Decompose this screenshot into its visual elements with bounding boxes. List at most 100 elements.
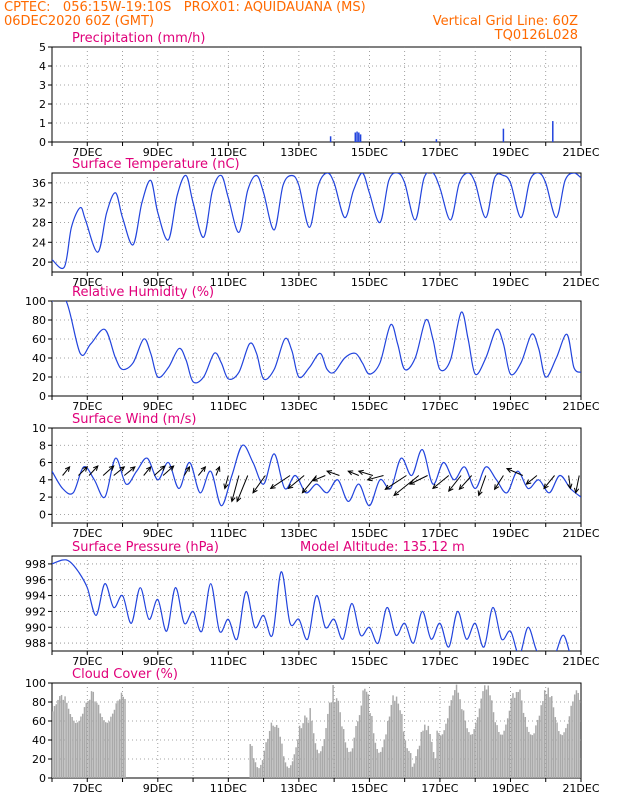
y-tick-label: 2 xyxy=(39,491,46,504)
cloud-bar xyxy=(62,699,65,778)
wind-arrow-head xyxy=(168,465,175,471)
x-tick-label: 15DEC xyxy=(351,655,388,668)
wind-arrow-head xyxy=(311,476,318,482)
cloud-bar xyxy=(293,754,296,778)
cloud-bar xyxy=(99,713,102,778)
cloud-bar xyxy=(353,737,355,778)
cloud-bar xyxy=(506,718,509,778)
cloud-bar xyxy=(267,738,269,778)
cloud-bar xyxy=(528,731,530,778)
cloud-bar xyxy=(101,717,103,778)
cloud-bar xyxy=(251,745,253,778)
wind-arrow xyxy=(102,465,115,476)
cloud-bar xyxy=(108,721,110,778)
panel-subtitle: Model Altitude: 135.12 m xyxy=(300,540,465,555)
cloud-bar xyxy=(436,730,438,778)
plot-area xyxy=(52,173,581,269)
wind-arrow xyxy=(78,466,89,476)
wind-arrow-head xyxy=(448,486,454,492)
wind-arrow xyxy=(230,475,240,503)
y-tick-label: 80 xyxy=(32,696,46,709)
cloud-bar xyxy=(438,732,440,778)
x-tick-label: 7DEC xyxy=(72,782,102,795)
cloud-bar xyxy=(387,720,389,778)
y-tick-label: 60 xyxy=(32,715,46,728)
cloud-bar xyxy=(513,697,516,778)
cloud-bar xyxy=(381,747,384,778)
cloud-bar xyxy=(508,710,511,778)
x-tick-label: 11DEC xyxy=(210,782,247,795)
cloud-bar xyxy=(272,725,274,778)
cloud-bar xyxy=(335,698,338,778)
wind-arrow-shaft xyxy=(575,475,580,493)
header-grid-note: Vertical Grid Line: 60Z xyxy=(432,14,578,29)
cloud-bar xyxy=(316,749,318,778)
x-tick-label: 21DEC xyxy=(562,276,599,289)
y-tick-label: 80 xyxy=(32,314,46,327)
cloud-bar xyxy=(284,762,287,778)
cloud-bar xyxy=(559,734,562,778)
y-tick-label: 40 xyxy=(32,352,46,365)
cloud-bar xyxy=(439,735,442,778)
wind-arrow-shaft xyxy=(143,466,152,476)
cloud-bar xyxy=(52,711,54,778)
cloud-bar xyxy=(459,699,461,778)
cloud-bar xyxy=(85,702,87,778)
cloud-bar xyxy=(471,734,474,778)
panel-1: 0 1 2 3 4 5 7DEC 9DEC 11DEC 13DEC 15DEC 17DEC 19DEC 2… xyxy=(39,31,600,159)
cloud-bar xyxy=(358,715,361,778)
precip-bar xyxy=(400,140,402,142)
wind-arrow-head xyxy=(185,465,191,472)
cloud-bar xyxy=(554,717,557,778)
series-line xyxy=(52,173,581,269)
y-tick-label: 0 xyxy=(39,508,46,521)
plot-area xyxy=(52,301,581,384)
wind-arrow-shaft xyxy=(367,475,384,481)
cloud-bar xyxy=(124,698,126,778)
header: CPTEC: 056:15W-19:10S PROX01: AQUIDAUANA… xyxy=(0,0,618,44)
cloud-bar xyxy=(565,728,567,778)
cloud-bar xyxy=(484,685,486,778)
cloud-bar xyxy=(69,714,72,778)
x-tick-label: 19DEC xyxy=(492,146,529,159)
wind-arrow-shaft xyxy=(458,475,473,490)
cloud-bar xyxy=(291,761,294,778)
wind-arrow-shaft xyxy=(236,475,249,502)
cloud-bar xyxy=(76,722,79,778)
plot-frame xyxy=(51,555,582,652)
cloud-bar xyxy=(371,716,373,778)
wind-arrow xyxy=(325,470,340,476)
y-tick-label: 988 xyxy=(25,637,46,650)
wind-arrow xyxy=(347,470,360,476)
cloud-bar xyxy=(314,743,317,778)
cloud-bar xyxy=(575,690,578,778)
wind-arrow xyxy=(123,466,136,476)
wind-arrow xyxy=(493,475,504,491)
wind-arrow-head xyxy=(108,465,115,471)
wind-arrow xyxy=(525,475,538,485)
cloud-bar xyxy=(73,720,75,778)
x-tick-label: 15DEC xyxy=(351,400,388,413)
x-tick-label: 11DEC xyxy=(210,655,247,668)
cloud-bar xyxy=(97,704,100,778)
x-tick-label: 7DEC xyxy=(72,527,102,540)
cloud-bar xyxy=(119,699,121,778)
wind-arrow-head xyxy=(223,483,229,490)
cloud-bar xyxy=(480,698,482,778)
wind-arrow-shaft xyxy=(393,475,420,496)
cloud-bar xyxy=(549,697,551,778)
cloud-bar xyxy=(543,690,546,778)
wind-arrow xyxy=(113,466,126,476)
x-tick-label: 15DEC xyxy=(351,782,388,795)
y-tick-label: 3 xyxy=(39,79,46,92)
cloud-bar xyxy=(524,716,527,778)
cloud-bar xyxy=(300,728,303,778)
cloud-bar xyxy=(454,690,456,778)
wind-arrow-head xyxy=(301,487,308,494)
precip-bar xyxy=(435,139,438,142)
plot-area xyxy=(329,121,554,142)
x-tick-label: 15DEC xyxy=(351,527,388,540)
cloud-bar xyxy=(94,701,96,778)
cloud-bar xyxy=(254,762,257,778)
y-tick-label: 6 xyxy=(39,457,46,470)
